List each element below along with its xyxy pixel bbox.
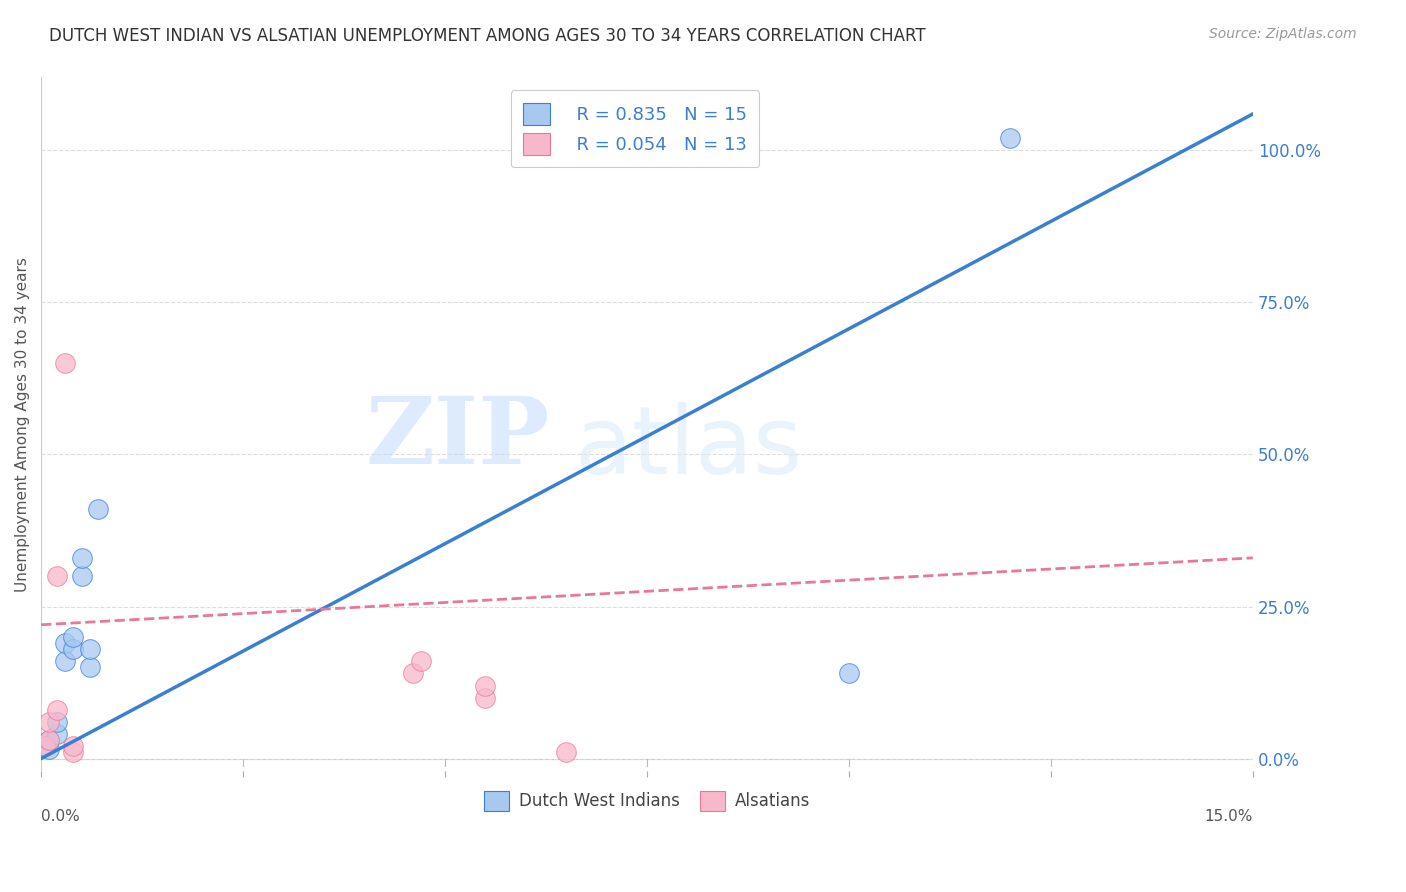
Point xyxy=(53,636,76,650)
Text: DUTCH WEST INDIAN VS ALSATIAN UNEMPLOYMENT AMONG AGES 30 TO 34 YEARS CORRELATION: DUTCH WEST INDIAN VS ALSATIAN UNEMPLOYME… xyxy=(49,27,925,45)
Text: ZIP: ZIP xyxy=(366,393,550,483)
Point xyxy=(38,714,60,729)
Point xyxy=(46,703,69,717)
Point xyxy=(70,550,93,565)
Text: atlas: atlas xyxy=(574,402,803,494)
Point xyxy=(46,569,69,583)
Point xyxy=(1000,131,1022,145)
Point xyxy=(46,727,69,741)
Point xyxy=(38,742,60,756)
Point xyxy=(838,666,860,681)
Text: 15.0%: 15.0% xyxy=(1205,809,1253,824)
Point xyxy=(38,733,60,747)
Point xyxy=(53,356,76,370)
Point xyxy=(79,642,101,657)
Point xyxy=(86,502,108,516)
Point xyxy=(79,660,101,674)
Point xyxy=(62,739,84,754)
Point xyxy=(62,630,84,644)
Point xyxy=(34,739,56,754)
Text: 0.0%: 0.0% xyxy=(41,809,80,824)
Point xyxy=(62,746,84,760)
Point xyxy=(474,690,496,705)
Point xyxy=(46,714,69,729)
Point xyxy=(402,666,425,681)
Legend: Dutch West Indians, Alsatians: Dutch West Indians, Alsatians xyxy=(477,784,817,818)
Point xyxy=(53,654,76,668)
Y-axis label: Unemployment Among Ages 30 to 34 years: Unemployment Among Ages 30 to 34 years xyxy=(15,257,30,591)
Point xyxy=(38,733,60,747)
Point xyxy=(62,642,84,657)
Point xyxy=(70,569,93,583)
Point xyxy=(409,654,432,668)
Point xyxy=(474,679,496,693)
Point xyxy=(555,746,578,760)
Text: Source: ZipAtlas.com: Source: ZipAtlas.com xyxy=(1209,27,1357,41)
